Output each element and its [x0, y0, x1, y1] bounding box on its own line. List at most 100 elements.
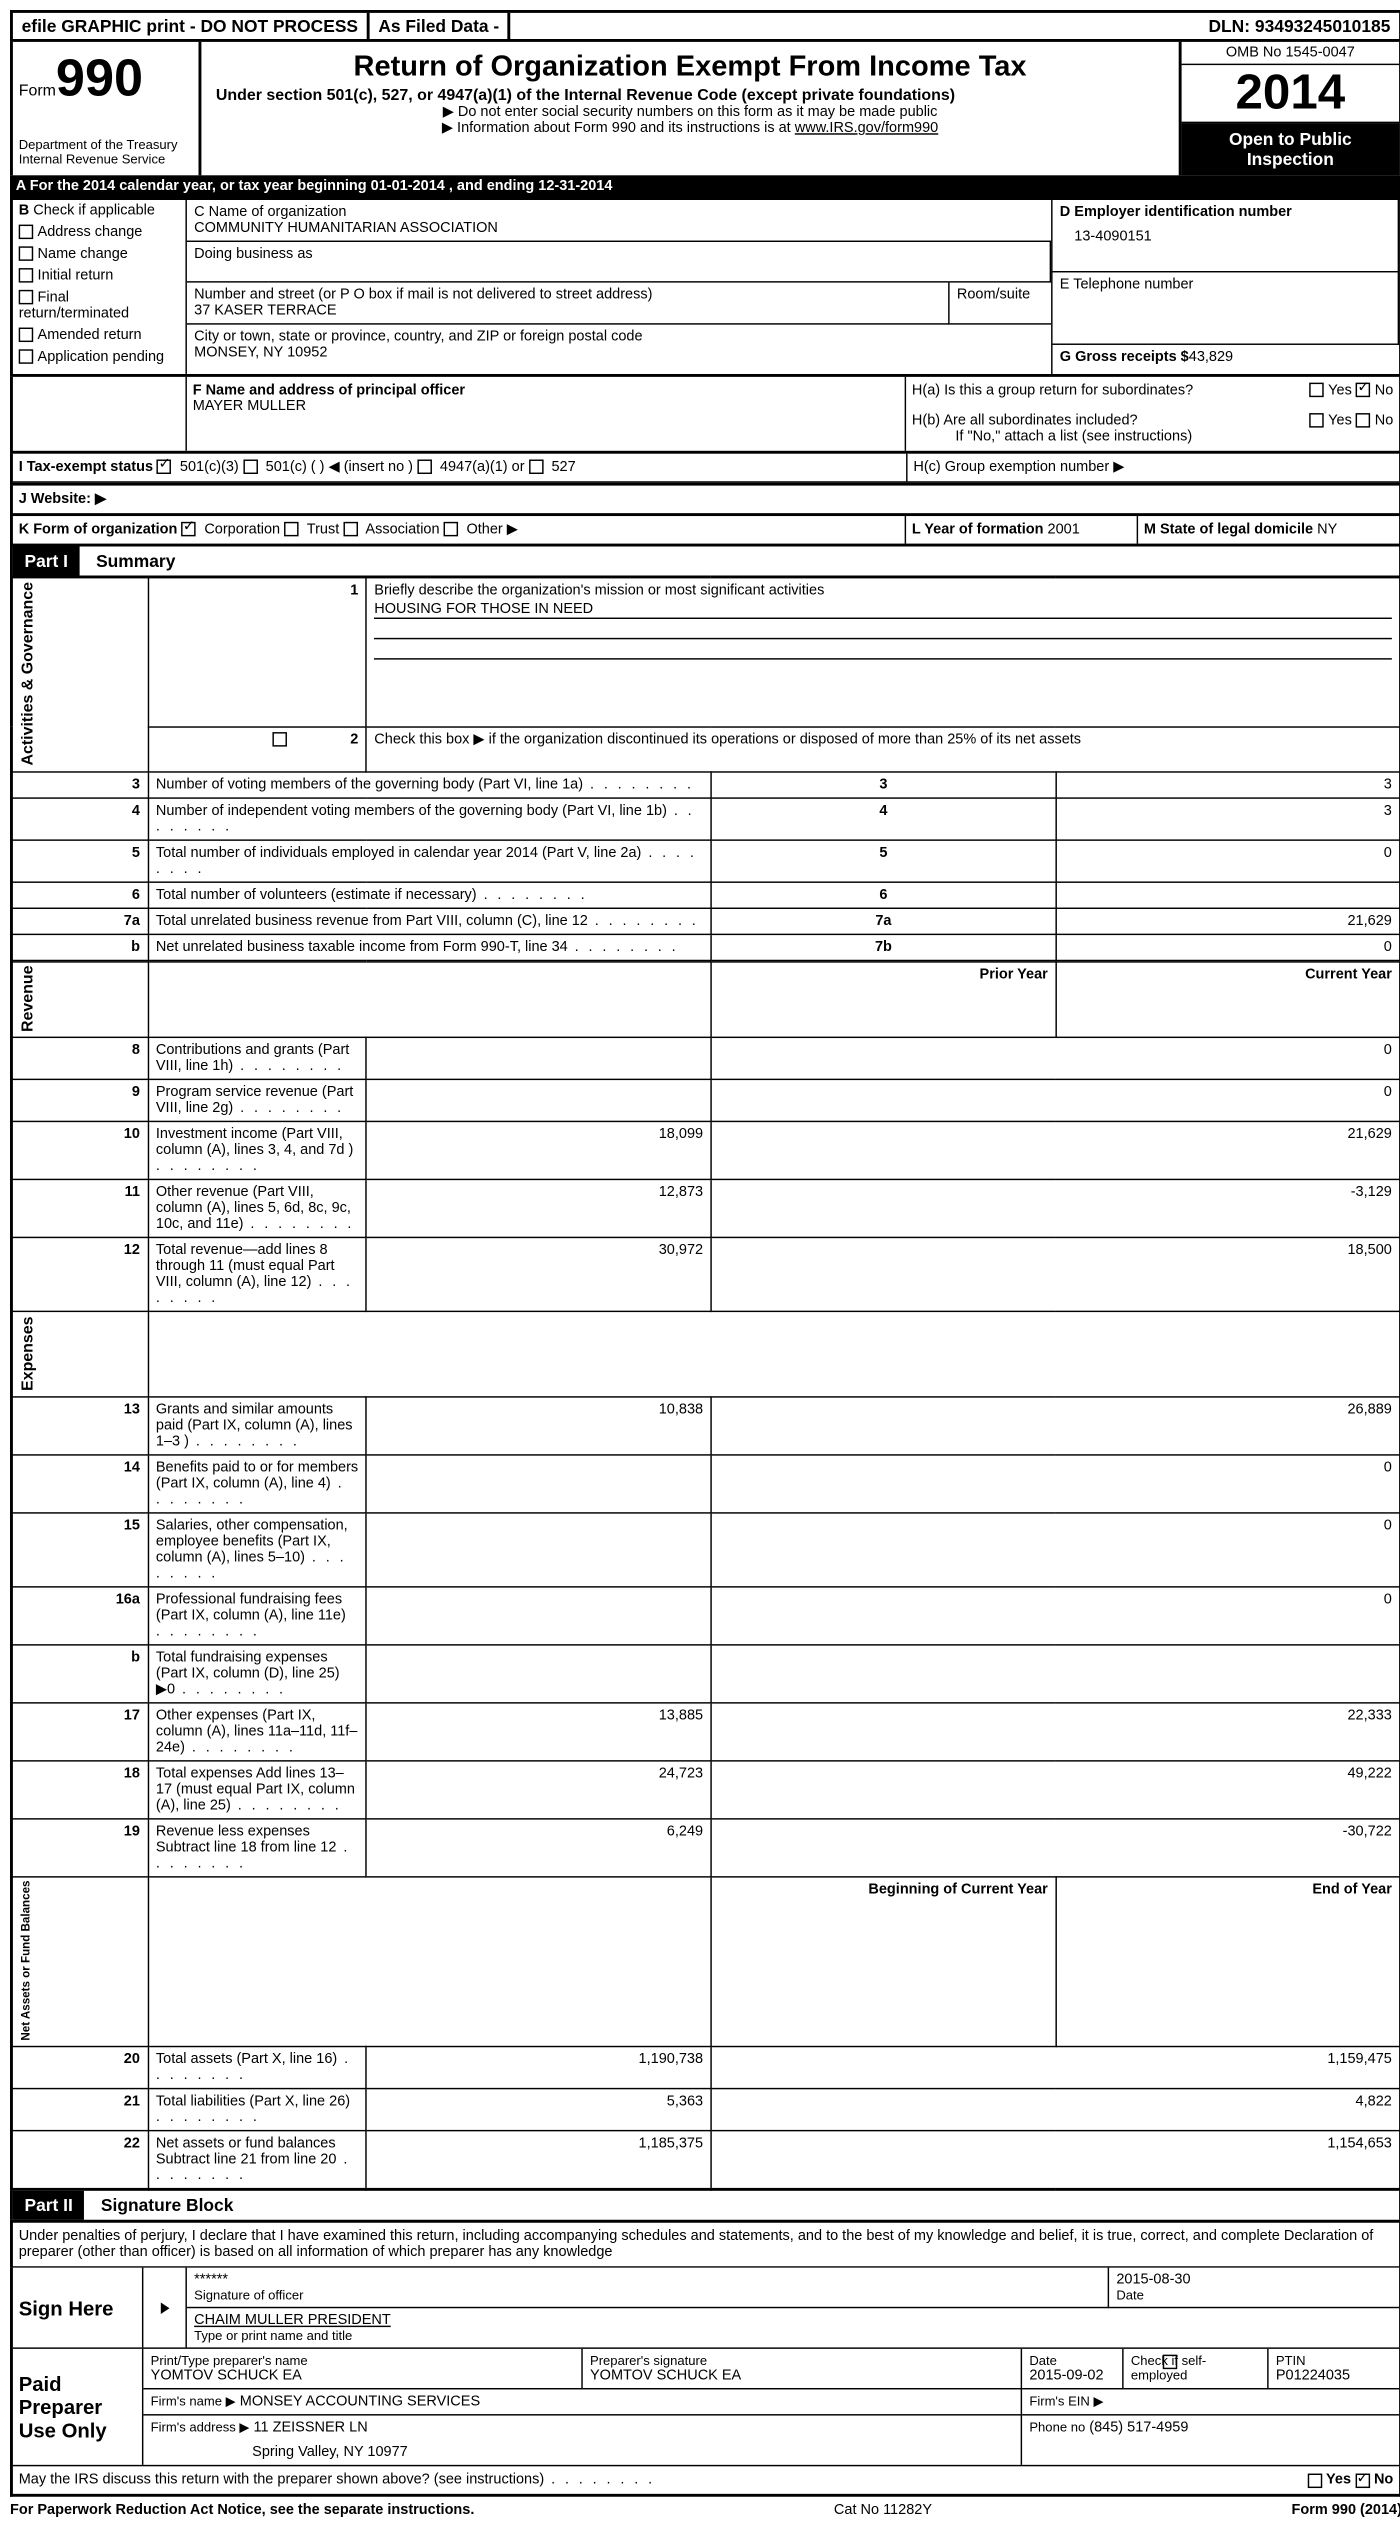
- line-label: Total expenses Add lines 13–17 (must equ…: [148, 1761, 366, 1819]
- b-checkbox[interactable]: [19, 350, 34, 365]
- line-num: 5: [11, 839, 147, 881]
- table-row: 21 Total liabilities (Part X, line 26) 5…: [11, 2089, 1400, 2131]
- phone-label: Phone no: [1029, 2420, 1085, 2435]
- line-num: 19: [11, 1819, 147, 1877]
- line-label: Total revenue—add lines 8 through 11 (mu…: [148, 1238, 366, 1312]
- line-label: Investment income (Part VIII, column (A)…: [148, 1122, 366, 1180]
- b-checkbox[interactable]: [19, 269, 34, 284]
- i-opt-2: 4947(a)(1) or: [440, 460, 525, 476]
- discuss-row: May the IRS discuss this return with the…: [13, 2467, 1399, 2495]
- gross-receipts: 43,829: [1189, 349, 1233, 365]
- date-label: Date: [1116, 2288, 1392, 2303]
- b-checkbox[interactable]: [19, 290, 34, 305]
- line-num: b: [11, 1645, 147, 1703]
- dept-irs: Internal Revenue Service: [19, 152, 193, 167]
- hb-yes-checkbox[interactable]: [1309, 414, 1324, 429]
- b-checkbox-row: Amended return: [19, 328, 180, 344]
- side-expenses: Expenses: [11, 1312, 147, 1397]
- city-label: City or town, state or province, country…: [194, 329, 1044, 345]
- line2-checkbox[interactable]: [273, 732, 288, 747]
- firm-addr2: Spring Valley, NY 10977: [151, 2445, 1014, 2461]
- yes-label: Yes: [1328, 383, 1352, 399]
- current-value: [711, 1645, 1400, 1703]
- i-opt-0: 501(c)(3): [180, 460, 239, 476]
- i-label: I Tax-exempt status: [19, 460, 153, 476]
- section-a: A For the 2014 calendar year, or tax yea…: [10, 175, 1400, 198]
- section-bcdefg: B Check if applicable Address changeName…: [10, 199, 1400, 377]
- discuss-yes-checkbox[interactable]: [1307, 2473, 1322, 2488]
- table-row: b Net unrelated business taxable income …: [11, 934, 1400, 960]
- yes-label-2: Yes: [1328, 413, 1352, 429]
- section-ij: I Tax-exempt status 501(c)(3) 501(c) ( )…: [10, 454, 1400, 486]
- i-opt-3: 527: [551, 460, 575, 476]
- header: Form990 Department of the Treasury Inter…: [10, 42, 1400, 175]
- paid-preparer-label: Paid Preparer Use Only: [13, 2349, 144, 2465]
- hb-row: H(b) Are all subordinates included? Yes …: [912, 413, 1393, 429]
- footer-mid: Cat No 11282Y: [834, 2503, 932, 2519]
- table-row: 20 Total assets (Part X, line 16) 1,190,…: [11, 2047, 1400, 2089]
- k-corp-checkbox[interactable]: [181, 522, 196, 537]
- line-num: 10: [11, 1122, 147, 1180]
- i-4947-checkbox[interactable]: [417, 460, 432, 475]
- line-value: 0: [1056, 934, 1400, 960]
- omb-number: OMB No 1545-0047: [1182, 42, 1400, 65]
- k-other-checkbox[interactable]: [444, 522, 459, 537]
- line-num: 20: [11, 2047, 147, 2089]
- b-checkbox[interactable]: [19, 225, 34, 240]
- footer: For Paperwork Reduction Act Notice, see …: [10, 2497, 1400, 2525]
- org-name: COMMUNITY HUMANITARIAN ASSOCIATION: [194, 220, 1044, 236]
- line-num: 12: [11, 1238, 147, 1312]
- b-checkbox-row: Address change: [19, 225, 180, 241]
- discuss-no-checkbox[interactable]: [1355, 2473, 1370, 2488]
- line-num: 11: [11, 1180, 147, 1238]
- i-527-checkbox[interactable]: [529, 460, 544, 475]
- part1-header: Part I Summary: [10, 547, 1400, 576]
- k-opt-0: Corporation: [204, 522, 280, 538]
- b-checkbox[interactable]: [19, 328, 34, 343]
- ha-no-checkbox[interactable]: [1356, 383, 1371, 398]
- line-label: Net assets or fund balances Subtract lin…: [148, 2131, 366, 2190]
- table-row: 11 Other revenue (Part VIII, column (A),…: [11, 1180, 1400, 1238]
- i-501c-checkbox[interactable]: [243, 460, 257, 475]
- irs-link[interactable]: www.IRS.gov/form990: [795, 120, 938, 136]
- signature-block: Sign Here ****** Signature of officer 20…: [10, 2268, 1400, 2497]
- hb-no-checkbox[interactable]: [1356, 414, 1371, 429]
- prior-value: 18,099: [366, 1122, 711, 1180]
- b-label: B Check if applicable: [19, 203, 155, 219]
- self-employed-checkbox[interactable]: [1162, 2354, 1177, 2369]
- prep-sig-label: Preparer's signature: [590, 2353, 1013, 2368]
- table-row: 9 Program service revenue (Part VIII, li…: [11, 1080, 1400, 1122]
- form-number: Form990: [19, 48, 193, 109]
- form-num: 990: [56, 48, 143, 107]
- current-value: -30,722: [711, 1819, 1400, 1877]
- line1-label: Briefly describe the organization's miss…: [374, 583, 1392, 599]
- k-opt-1: Trust: [307, 522, 340, 538]
- hc-row: H(c) Group exemption number ▶: [906, 454, 1399, 483]
- table-row: 13 Grants and similar amounts paid (Part…: [11, 1397, 1400, 1455]
- b-checkbox-row: Application pending: [19, 349, 180, 365]
- c-name-label: C Name of organization: [194, 204, 1044, 220]
- line-num: 8: [11, 1038, 147, 1080]
- line-num: 21: [11, 2089, 147, 2131]
- ha-yes-checkbox[interactable]: [1309, 383, 1324, 398]
- ein: 13-4090151: [1060, 220, 1391, 245]
- note-ssn: ▶ Do not enter social security numbers o…: [216, 104, 1164, 120]
- b-checkbox[interactable]: [19, 247, 34, 261]
- i-501c3-checkbox[interactable]: [157, 460, 172, 475]
- line-num: 3: [11, 771, 147, 797]
- ha-label: H(a) Is this a group return for subordin…: [912, 383, 1193, 399]
- firm-addr1: 11 ZEISSNER LN: [254, 2420, 368, 2436]
- line-value: 3: [1056, 771, 1400, 797]
- k-trust-checkbox[interactable]: [284, 522, 299, 537]
- g-label: G Gross receipts $: [1060, 349, 1189, 365]
- current-value: 22,333: [711, 1703, 1400, 1761]
- table-row: 7a Total unrelated business revenue from…: [11, 908, 1400, 934]
- perjury-statement: Under penalties of perjury, I declare th…: [10, 2220, 1400, 2268]
- table-row: b Total fundraising expenses (Part IX, c…: [11, 1645, 1400, 1703]
- b-letter: B: [19, 203, 29, 219]
- line-label: Revenue less expenses Subtract line 18 f…: [148, 1819, 366, 1877]
- top-bar: efile GRAPHIC print - DO NOT PROCESS As …: [10, 10, 1400, 42]
- current-value: -3,129: [711, 1180, 1400, 1238]
- k-assoc-checkbox[interactable]: [343, 522, 358, 537]
- part1-title: Summary: [84, 551, 175, 571]
